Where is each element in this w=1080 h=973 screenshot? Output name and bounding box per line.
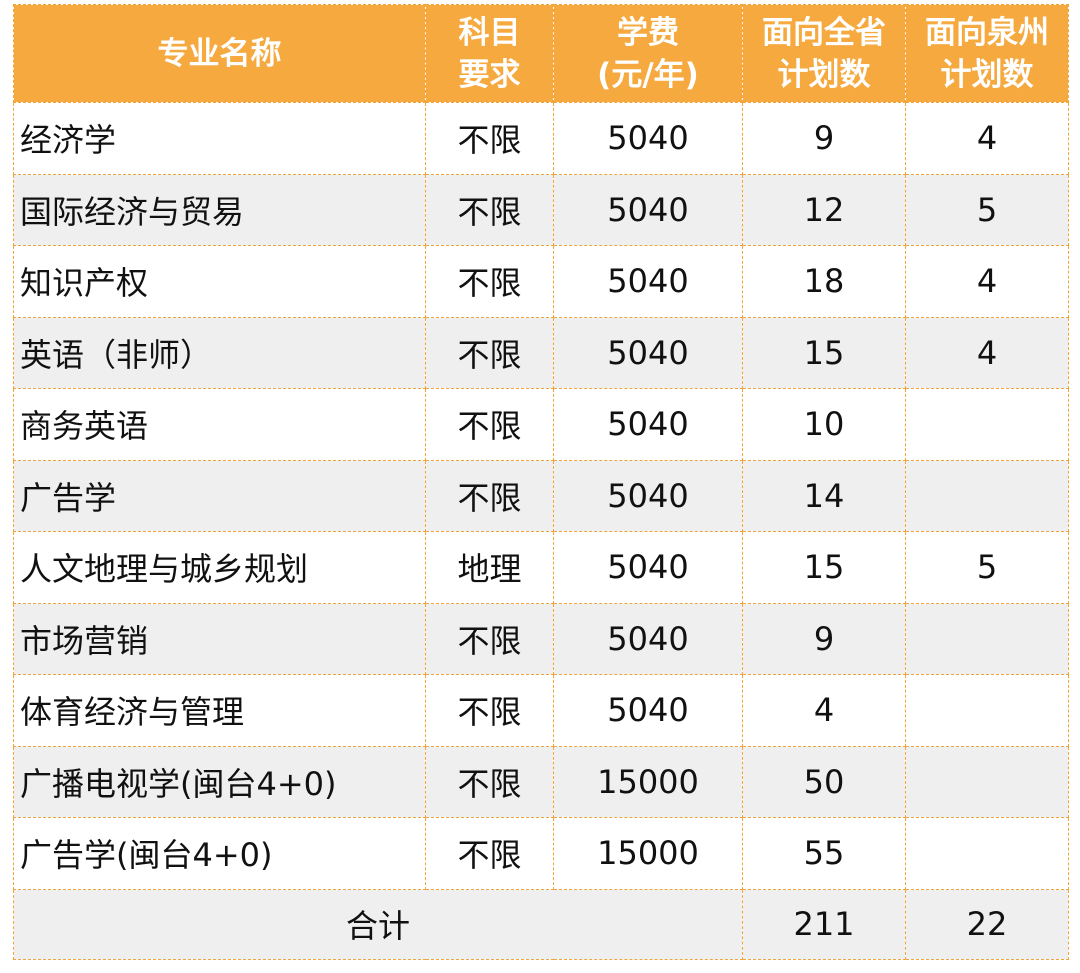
- quanzhou-plan-cell: 5: [905, 173, 1069, 246]
- tuition-cell: 5040: [553, 459, 743, 532]
- tuition-cell: 15000: [553, 745, 743, 818]
- major-name-cell: 人文地理与城乡规划: [13, 531, 426, 604]
- header-subject-line1: 科目: [458, 14, 521, 51]
- table-row: 体育经济与管理 不限 5040 4: [13, 674, 1069, 747]
- tuition-cell: 5040: [553, 102, 743, 175]
- quanzhou-plan-cell: [905, 388, 1069, 461]
- header-province-line2: 计划数: [777, 56, 871, 93]
- tuition-cell: 5040: [553, 173, 743, 246]
- table-row: 商务英语 不限 5040 10: [13, 388, 1069, 461]
- header-plan-province: 面向全省 计划数: [742, 4, 906, 103]
- province-plan-cell: 55: [742, 817, 906, 890]
- province-plan-cell: 14: [742, 459, 906, 532]
- total-label: 合计: [13, 888, 743, 960]
- major-name-cell: 广播电视学(闽台4+0): [13, 745, 426, 818]
- province-plan-cell: 15: [742, 531, 906, 604]
- table-row: 国际经济与贸易 不限 5040 12 5: [13, 173, 1069, 246]
- province-plan-cell: 50: [742, 745, 906, 818]
- subject-cell: 不限: [425, 245, 554, 318]
- province-plan-cell: 10: [742, 388, 906, 461]
- table-row: 人文地理与城乡规划 地理 5040 15 5: [13, 531, 1069, 604]
- header-plan-quanzhou: 面向泉州 计划数: [905, 4, 1069, 103]
- quanzhou-plan-cell: 5: [905, 531, 1069, 604]
- quanzhou-plan-cell: [905, 817, 1069, 890]
- table-row: 英语（非师） 不限 5040 15 4: [13, 316, 1069, 389]
- table-row: 知识产权 不限 5040 18 4: [13, 245, 1069, 318]
- province-plan-cell: 12: [742, 173, 906, 246]
- tuition-cell: 5040: [553, 388, 743, 461]
- table-row: 经济学 不限 5040 9 4: [13, 102, 1069, 175]
- header-tuition-line2: (元/年): [597, 56, 699, 93]
- quanzhou-plan-cell: [905, 745, 1069, 818]
- subject-cell: 不限: [425, 817, 554, 890]
- header-subject-line2: 要求: [458, 56, 521, 93]
- major-name-cell: 知识产权: [13, 245, 426, 318]
- quanzhou-total-cell: 22: [905, 888, 1069, 960]
- subject-cell: 不限: [425, 745, 554, 818]
- quanzhou-plan-cell: 4: [905, 245, 1069, 318]
- subject-cell: 不限: [425, 388, 554, 461]
- quanzhou-plan-cell: [905, 459, 1069, 532]
- major-name-cell: 经济学: [13, 102, 426, 175]
- header-quanzhou-line1: 面向泉州: [925, 14, 1049, 51]
- major-name-cell: 市场营销: [13, 602, 426, 675]
- table-row: 广告学 不限 5040 14: [13, 459, 1069, 532]
- province-total-cell: 211: [742, 888, 906, 960]
- tuition-cell: 5040: [553, 316, 743, 389]
- major-name-cell: 国际经济与贸易: [13, 173, 426, 246]
- tuition-cell: 5040: [553, 674, 743, 747]
- major-name-cell: 广告学(闽台4+0): [13, 817, 426, 890]
- quanzhou-plan-cell: 4: [905, 102, 1069, 175]
- header-subject-requirement: 科目 要求: [425, 4, 554, 103]
- province-plan-cell: 18: [742, 245, 906, 318]
- subject-cell: 地理: [425, 531, 554, 604]
- province-plan-cell: 4: [742, 674, 906, 747]
- header-tuition-line1: 学费: [617, 14, 679, 51]
- subject-cell: 不限: [425, 173, 554, 246]
- subject-cell: 不限: [425, 316, 554, 389]
- major-name-cell: 英语（非师）: [13, 316, 426, 389]
- province-plan-cell: 9: [742, 102, 906, 175]
- province-plan-cell: 9: [742, 602, 906, 675]
- enrollment-plan-table: 专业名称 科目 要求 学费 (元/年) 面向全省 计划数 面向泉州 计划数 经济…: [13, 4, 1069, 960]
- subject-cell: 不限: [425, 102, 554, 175]
- header-tuition: 学费 (元/年): [553, 4, 743, 103]
- header-quanzhou-line2: 计划数: [940, 56, 1034, 93]
- tuition-cell: 5040: [553, 531, 743, 604]
- quanzhou-plan-cell: [905, 602, 1069, 675]
- table-row: 市场营销 不限 5040 9: [13, 602, 1069, 675]
- subject-cell: 不限: [425, 674, 554, 747]
- tuition-cell: 5040: [553, 602, 743, 675]
- major-name-cell: 商务英语: [13, 388, 426, 461]
- subject-cell: 不限: [425, 602, 554, 675]
- tuition-cell: 5040: [553, 245, 743, 318]
- header-province-line1: 面向全省: [762, 14, 886, 51]
- table-row: 广告学(闽台4+0) 不限 15000 55: [13, 817, 1069, 890]
- table-row: 广播电视学(闽台4+0) 不限 15000 50: [13, 745, 1069, 818]
- total-row: 合计 211 22: [13, 888, 1069, 960]
- province-plan-cell: 15: [742, 316, 906, 389]
- quanzhou-plan-cell: 4: [905, 316, 1069, 389]
- major-name-cell: 广告学: [13, 459, 426, 532]
- tuition-cell: 15000: [553, 817, 743, 890]
- quanzhou-plan-cell: [905, 674, 1069, 747]
- header-row: 专业名称 科目 要求 学费 (元/年) 面向全省 计划数 面向泉州 计划数: [13, 4, 1069, 103]
- major-name-cell: 体育经济与管理: [13, 674, 426, 747]
- header-major-name: 专业名称: [13, 4, 426, 103]
- subject-cell: 不限: [425, 459, 554, 532]
